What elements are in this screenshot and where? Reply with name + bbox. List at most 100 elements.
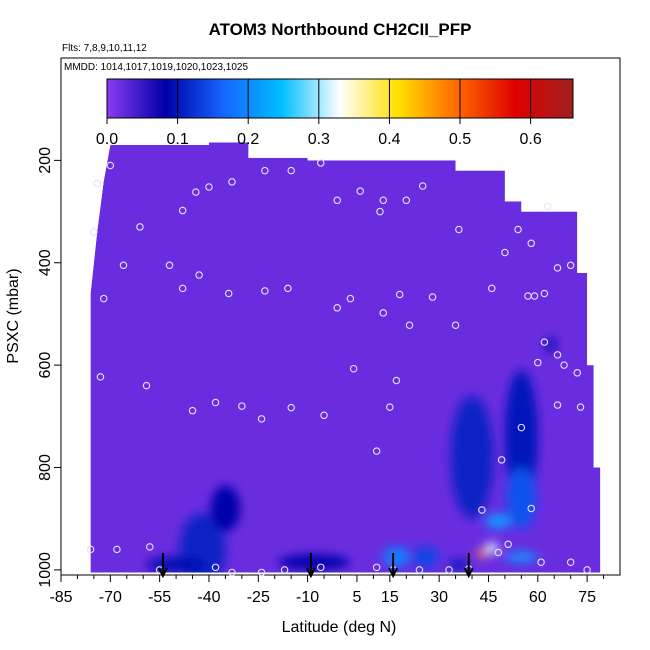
sample-point bbox=[415, 566, 424, 574]
sample-point bbox=[119, 261, 128, 270]
heatmap-field bbox=[90, 142, 601, 573]
colorbar-dividers bbox=[177, 79, 532, 118]
sample-point bbox=[346, 294, 355, 303]
sample-point bbox=[392, 376, 401, 385]
y-tick-label: 600 bbox=[37, 352, 54, 379]
sample-point bbox=[195, 271, 203, 279]
flights-label: Flts: 7,8,9,10,11,12 bbox=[62, 43, 147, 54]
y-tick-label: 800 bbox=[37, 454, 54, 481]
y-tick-label: 1000 bbox=[37, 552, 54, 588]
heatmap-blob bbox=[485, 513, 512, 529]
x-tick-label: -55 bbox=[148, 589, 171, 606]
sample-point bbox=[86, 545, 95, 554]
colorbar-tick-label: 0.6 bbox=[520, 131, 542, 148]
sample-point bbox=[261, 166, 269, 175]
sample-point bbox=[455, 225, 463, 234]
colorbar-tick-label: 0.0 bbox=[96, 131, 118, 148]
sample-point bbox=[333, 196, 341, 205]
sample-point bbox=[379, 196, 387, 205]
sample-point bbox=[560, 361, 568, 369]
chart-title: ATOM3 Northbound CH2CII_PFP bbox=[209, 20, 472, 39]
sample-point bbox=[478, 506, 486, 514]
sample-point bbox=[537, 558, 545, 566]
sample-point bbox=[376, 207, 384, 216]
x-tick-label: 75 bbox=[578, 589, 596, 606]
colorbar-tick-label: 0.4 bbox=[378, 131, 400, 148]
sample-point bbox=[136, 223, 144, 231]
sample-points bbox=[86, 159, 591, 577]
sample-point bbox=[540, 338, 549, 346]
y-axis: 200 400 600 800 1000 bbox=[37, 147, 61, 588]
colorbar-fill bbox=[107, 79, 573, 118]
sample-point bbox=[504, 540, 512, 549]
sample-point bbox=[142, 381, 151, 390]
colorbar-tick-label: 0.1 bbox=[166, 131, 188, 148]
sample-point bbox=[284, 284, 292, 293]
surface-arrow bbox=[306, 553, 316, 579]
heatmap-blob bbox=[210, 485, 241, 532]
colorbar-border bbox=[106, 78, 574, 119]
sample-point bbox=[113, 545, 121, 554]
sample-point bbox=[372, 563, 381, 572]
surface-arrow bbox=[388, 553, 399, 579]
sample-point bbox=[451, 321, 460, 329]
heatmap-blob bbox=[504, 551, 538, 563]
y-tick-label: 400 bbox=[37, 249, 54, 276]
sample-point bbox=[405, 321, 414, 329]
sample-point bbox=[333, 304, 341, 312]
sample-point bbox=[527, 504, 535, 513]
sample-point bbox=[395, 290, 404, 299]
heatmap-blob bbox=[278, 554, 351, 570]
x-axis: -85 -70 -55 -40 -25 -10 5 15 30 45 60 75 bbox=[49, 575, 605, 606]
heatmap-blob bbox=[450, 395, 494, 519]
heatmap-blob bbox=[546, 336, 556, 353]
sample-point bbox=[211, 398, 220, 407]
sample-point bbox=[517, 423, 526, 432]
sample-point bbox=[205, 183, 213, 191]
sample-point bbox=[379, 309, 387, 317]
sample-point bbox=[317, 159, 325, 167]
y-tick-label: 200 bbox=[37, 147, 54, 174]
x-tick-label: -10 bbox=[296, 589, 319, 606]
sample-point bbox=[402, 196, 411, 205]
sample-point bbox=[99, 294, 108, 303]
sample-point bbox=[178, 206, 187, 215]
sample-point bbox=[583, 566, 591, 574]
colorbar-tick-label: 0.5 bbox=[449, 131, 471, 148]
sample-point bbox=[553, 401, 562, 409]
sample-point bbox=[257, 415, 266, 423]
heatmap-blob bbox=[146, 557, 206, 573]
sample-point bbox=[90, 228, 98, 236]
sample-point bbox=[534, 358, 542, 367]
heatmap-blob bbox=[506, 467, 537, 529]
heatmap-blob bbox=[485, 542, 499, 555]
y-axis-label: PSXC (mbar) bbox=[5, 268, 22, 363]
surface-arrow bbox=[463, 553, 474, 579]
heatmap-blob bbox=[412, 546, 440, 568]
sample-point bbox=[349, 364, 358, 373]
sample-point bbox=[106, 161, 115, 170]
sample-point bbox=[178, 284, 187, 293]
sample-point bbox=[530, 292, 539, 300]
heatmap-blob bbox=[476, 548, 487, 559]
x-tick-label: 45 bbox=[480, 589, 498, 606]
x-tick-label: -85 bbox=[49, 589, 72, 606]
x-axis-label: Latitude (deg N) bbox=[282, 619, 397, 636]
sample-point bbox=[287, 403, 295, 412]
sample-point bbox=[317, 563, 325, 572]
colorbar: 0.0 0.1 0.2 0.3 0.4 0.5 0.6 bbox=[96, 78, 574, 148]
x-tick-label: 15 bbox=[381, 589, 399, 606]
sample-point bbox=[553, 264, 562, 272]
sample-point bbox=[146, 543, 154, 551]
dates-label: MMDD: 1014,1017,1019,1020,1023,1025 bbox=[64, 62, 248, 73]
x-tick-label: 30 bbox=[430, 589, 448, 606]
sample-point bbox=[257, 568, 266, 577]
sample-point bbox=[228, 178, 236, 186]
sample-point bbox=[494, 548, 503, 557]
sample-point bbox=[96, 373, 105, 381]
sample-point bbox=[287, 166, 295, 175]
surface-arrow bbox=[158, 553, 168, 579]
sample-point bbox=[566, 558, 575, 566]
x-tick-label: -25 bbox=[247, 589, 270, 606]
